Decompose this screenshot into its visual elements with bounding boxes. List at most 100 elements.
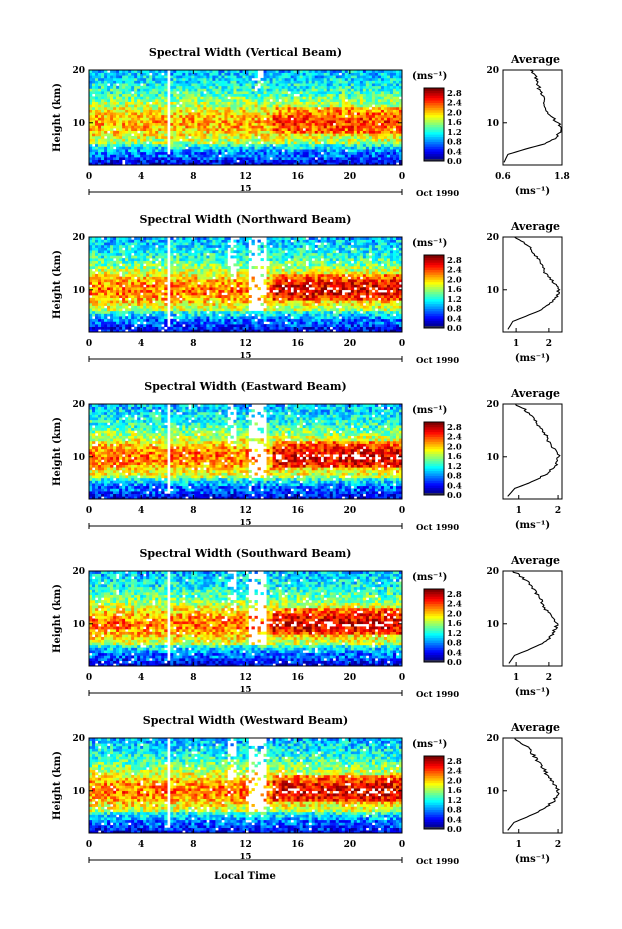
colorbar-segment bbox=[424, 654, 444, 658]
colorbar-segment bbox=[424, 780, 444, 784]
colorbar: (ms⁻¹)2.82.42.01.61.20.80.40.0 bbox=[412, 739, 462, 835]
average-title: Average bbox=[510, 53, 560, 66]
colorbar-frame bbox=[423, 87, 445, 162]
x-tick-label: 4 bbox=[138, 339, 144, 349]
colorbar-segment bbox=[424, 100, 444, 103]
colorbar-tick-label: 1.2 bbox=[447, 629, 462, 639]
avg-y-tick-label: 10 bbox=[486, 787, 499, 797]
colorbar-tick-label: 2.8 bbox=[447, 89, 462, 99]
x-tick-label: 0 bbox=[86, 172, 92, 182]
x-tick-label: 0 bbox=[399, 339, 405, 349]
colorbar-segment bbox=[424, 811, 444, 815]
colorbar-segment bbox=[424, 460, 444, 464]
colorbar-segment bbox=[424, 426, 444, 430]
x-tick-label: 0 bbox=[86, 840, 92, 850]
avg-y-tick-label: 10 bbox=[486, 286, 499, 296]
avg-x-label: (ms⁻¹) bbox=[515, 687, 550, 698]
colorbar-segment bbox=[424, 90, 444, 94]
average-panel: Average 10 20 1 2 (ms⁻¹) bbox=[486, 554, 563, 698]
avg-y-tick-label: 10 bbox=[486, 453, 499, 463]
colorbar-segment bbox=[424, 298, 444, 302]
colorbar-segment bbox=[424, 284, 444, 288]
colorbar-segment bbox=[424, 485, 444, 489]
colorbar-label: (ms⁻¹) bbox=[412, 405, 447, 416]
colorbar-segment bbox=[424, 482, 444, 486]
colorbar-segment bbox=[424, 640, 444, 643]
day-marker: 15 bbox=[240, 685, 252, 695]
colorbar-segment bbox=[424, 274, 444, 278]
avg-x-tick-label: 1 bbox=[513, 339, 519, 349]
average-panel: Average 10 20 1 2 (ms⁻¹) bbox=[486, 387, 563, 531]
colorbar-segment bbox=[424, 652, 444, 656]
colorbar-tick-label: 0.0 bbox=[447, 658, 462, 668]
colorbar-segment bbox=[424, 119, 444, 123]
colorbar-segment bbox=[424, 601, 444, 604]
colorbar-segment bbox=[424, 468, 444, 472]
colorbar-segment bbox=[424, 264, 444, 268]
x-tick-label: 4 bbox=[138, 506, 144, 516]
colorbar-tick-label: 2.0 bbox=[447, 275, 462, 285]
avg-y-tick-label: 10 bbox=[486, 119, 499, 129]
colorbar-tick-label: 0.8 bbox=[447, 806, 462, 816]
colorbar-tick-label: 1.2 bbox=[447, 462, 462, 472]
colorbar-tick-label: 2.0 bbox=[447, 108, 462, 118]
colorbar-segment bbox=[424, 306, 444, 309]
colorbar-segment bbox=[424, 465, 444, 469]
colorbar-tick-label: 0.8 bbox=[447, 639, 462, 649]
colorbar-tick-label: 1.2 bbox=[447, 128, 462, 138]
average-panel: Average 10 20 0.6 1.8 (ms⁻¹) bbox=[486, 53, 569, 197]
colorbar-tick-label: 0.0 bbox=[447, 825, 462, 835]
y-tick-label: 20 bbox=[72, 66, 85, 76]
colorbar-label: (ms⁻¹) bbox=[412, 238, 447, 249]
x-tick-label: 0 bbox=[399, 673, 405, 683]
y-tick-label: 10 bbox=[72, 620, 85, 630]
colorbar-segment bbox=[424, 126, 444, 130]
colorbar-segment bbox=[424, 279, 444, 283]
colorbar-segment bbox=[424, 422, 444, 425]
avg-x-tick-label: 1 bbox=[516, 840, 522, 850]
panel-title: Spectral Width (Northward Beam) bbox=[140, 213, 352, 226]
colorbar-segment bbox=[424, 269, 444, 273]
panel-3: Spectral Width (Eastward Beam)1020Height… bbox=[52, 380, 563, 533]
colorbar-frame bbox=[423, 755, 445, 830]
x-tick-label: 16 bbox=[291, 840, 304, 850]
colorbar-tick-label: 2.4 bbox=[447, 600, 462, 610]
colorbar-segment bbox=[424, 448, 444, 452]
panel-title: Spectral Width (Southward Beam) bbox=[139, 547, 351, 560]
x-tick-label: 0 bbox=[86, 673, 92, 683]
colorbar-segment bbox=[424, 756, 444, 759]
colorbar-tick-label: 0.0 bbox=[447, 324, 462, 334]
colorbar-segment bbox=[424, 623, 444, 626]
avg-x-tick-label: 2 bbox=[546, 673, 552, 683]
colorbar-segment bbox=[424, 281, 444, 285]
colorbar-segment bbox=[424, 603, 444, 607]
colorbar-segment bbox=[424, 807, 444, 810]
colorbar-segment bbox=[424, 117, 444, 121]
colorbar-segment bbox=[424, 802, 444, 806]
colorbar-segment bbox=[424, 596, 444, 600]
colorbar-tick-label: 1.6 bbox=[447, 285, 462, 295]
x-tick-label: 20 bbox=[344, 673, 357, 683]
colorbar-segment bbox=[424, 158, 444, 162]
panel-1: Spectral Width (Vertical Beam) 10 20 Height… bbox=[52, 46, 570, 199]
colorbar-tick-label: 2.8 bbox=[447, 256, 462, 266]
colorbar-segment bbox=[424, 107, 444, 111]
x-tick-label: 0 bbox=[86, 339, 92, 349]
colorbar-segment bbox=[424, 487, 444, 491]
colorbar-segment bbox=[424, 446, 444, 450]
avg-x-label: (ms⁻¹) bbox=[515, 520, 550, 531]
colorbar-segment bbox=[424, 625, 444, 629]
x-tick-label: 16 bbox=[291, 172, 304, 182]
x-tick-label: 12 bbox=[239, 172, 252, 182]
avg-x-label: (ms⁻¹) bbox=[515, 353, 550, 364]
x-tick-label: 4 bbox=[138, 840, 144, 850]
y-tick-label: 10 bbox=[72, 119, 85, 129]
colorbar-frame bbox=[423, 421, 445, 496]
x-tick-label: 20 bbox=[344, 506, 357, 516]
colorbar-segment bbox=[424, 259, 444, 263]
colorbar-tick-label: 0.8 bbox=[447, 138, 462, 148]
day-marker: 15 bbox=[240, 852, 252, 862]
colorbar-segment bbox=[424, 308, 444, 312]
colorbar-tick-label: 0.0 bbox=[447, 157, 462, 167]
heatmap-cells bbox=[89, 70, 403, 166]
